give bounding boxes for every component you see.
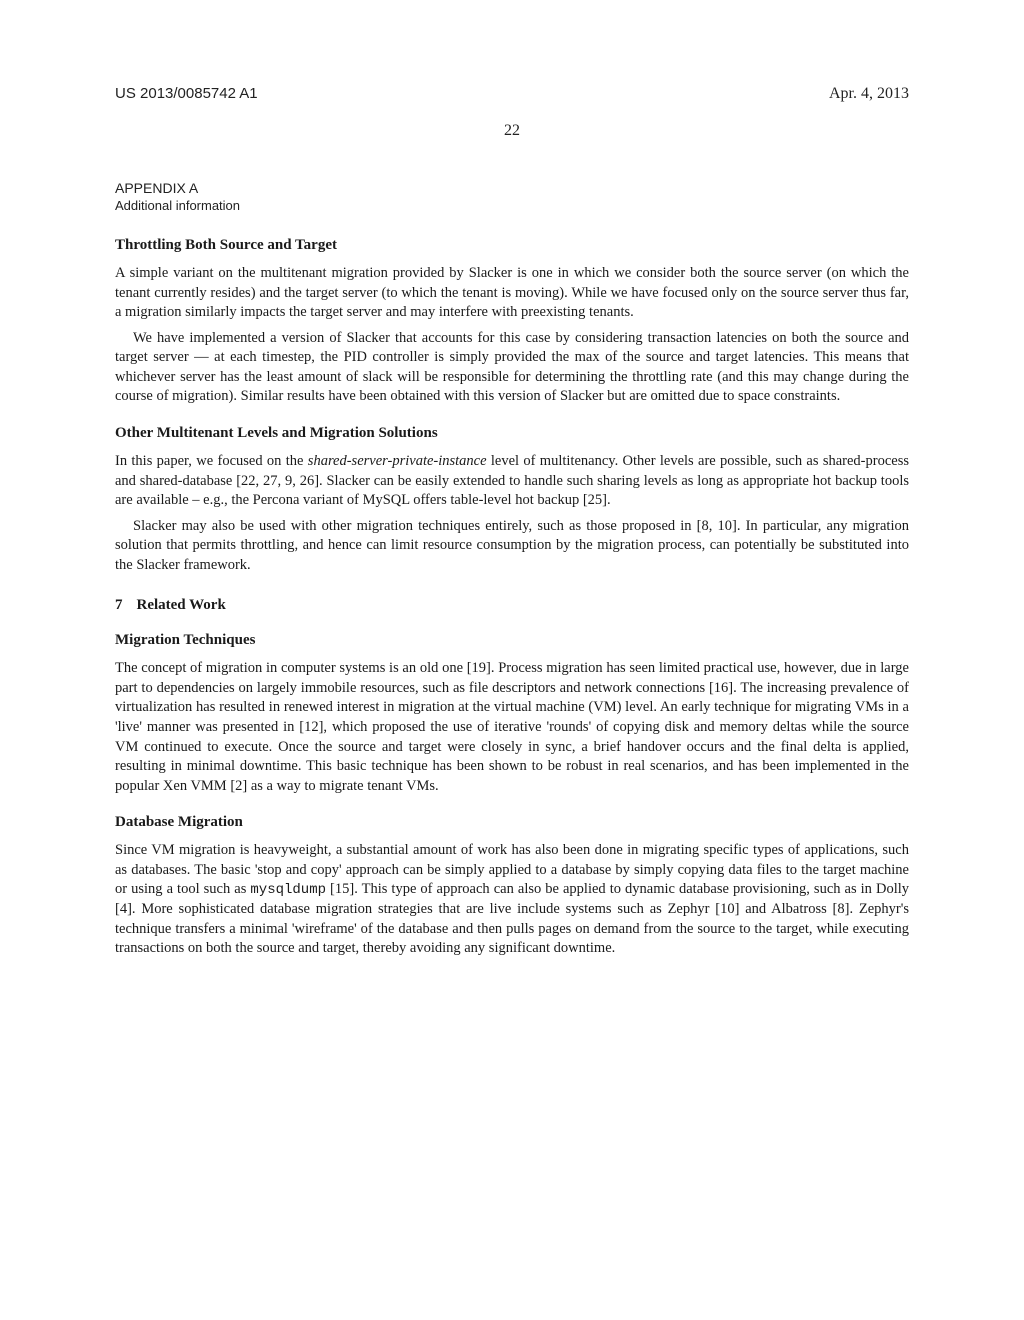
related-num: 7 bbox=[115, 597, 123, 613]
other-p2: Slacker may also be used with other migr… bbox=[115, 517, 909, 576]
throttling-p1: A simple variant on the multitenant migr… bbox=[115, 264, 909, 323]
patent-id: US 2013/0085742 A1 bbox=[115, 85, 258, 102]
patent-page: US 2013/0085742 A1 Apr. 4, 2013 22 APPEN… bbox=[0, 0, 1024, 1320]
appendix-subtitle: Additional information bbox=[115, 198, 909, 213]
section-migtech-title: Migration Techniques bbox=[115, 632, 909, 649]
other-p1a: In this paper, we focused on the bbox=[115, 453, 308, 469]
other-p1: In this paper, we focused on the shared-… bbox=[115, 452, 909, 511]
patent-date: Apr. 4, 2013 bbox=[829, 85, 909, 103]
section-other-title: Other Multitenant Levels and Migration S… bbox=[115, 425, 909, 442]
related-title: Related Work bbox=[137, 597, 226, 613]
migtech-p1: The concept of migration in computer sys… bbox=[115, 659, 909, 796]
dbm-p1: Since VM migration is heavyweight, a sub… bbox=[115, 841, 909, 959]
page-content: APPENDIX A Additional information Thrott… bbox=[115, 180, 909, 959]
appendix-label: APPENDIX A bbox=[115, 180, 909, 196]
section-throttling-title: Throttling Both Source and Target bbox=[115, 237, 909, 254]
section-dbm-title: Database Migration bbox=[115, 814, 909, 831]
dbm-p1-code: mysqldump bbox=[250, 882, 326, 898]
throttling-p2: We have implemented a version of Slacker… bbox=[115, 329, 909, 407]
other-p1-em: shared-server-private-instance bbox=[308, 453, 487, 469]
page-number: 22 bbox=[504, 122, 520, 140]
section-related: 7 Related Work bbox=[115, 597, 909, 614]
